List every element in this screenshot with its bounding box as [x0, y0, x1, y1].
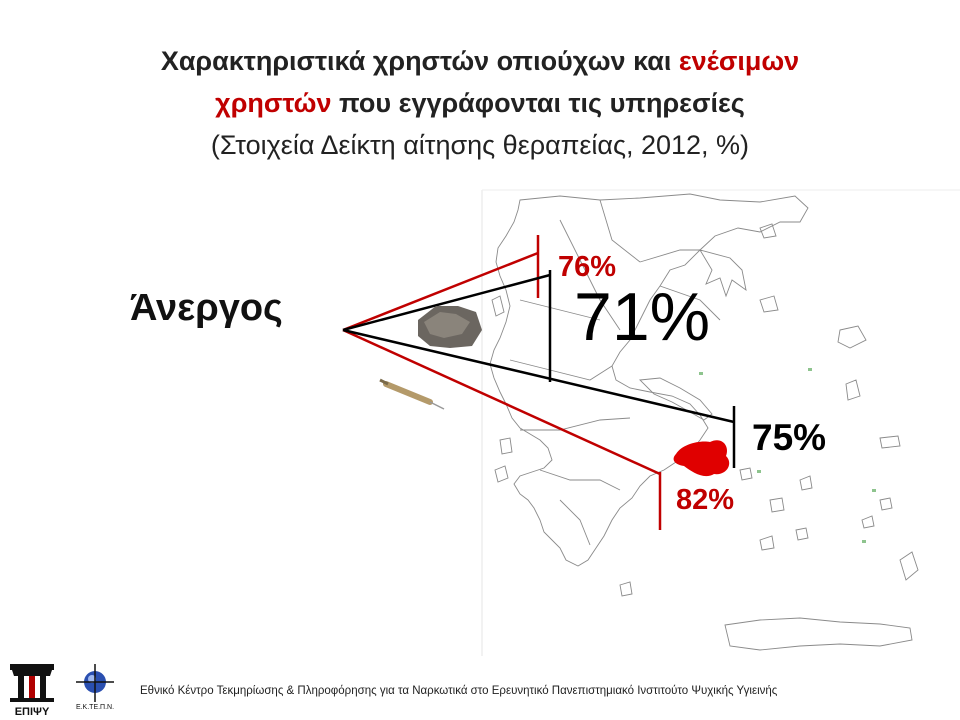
epipsy-logo: ΕΠΙΨΥ	[10, 664, 54, 718]
injecting-users-lines	[342, 235, 662, 530]
title-line-1-text: Χαρακτηριστικά χρηστών οπιούχων και	[160, 46, 679, 76]
title-line-2-highlight: χρηστών	[215, 88, 332, 118]
title-line-2: χρηστών που εγγράφονται τις υπηρεσίες	[0, 82, 960, 124]
greece-outline	[489, 193, 919, 651]
ektepn-logo: Ε.Κ.ΤΕ.Π.Ν.	[76, 664, 114, 711]
heroin-rock-icon	[418, 306, 482, 348]
value-all-greece: 71%	[574, 279, 711, 355]
value-injecting-athens: 76%	[558, 251, 617, 283]
all-users-lines	[342, 270, 736, 468]
ektepn-logo-text: Ε.Κ.ΤΕ.Π.Ν.	[76, 704, 114, 711]
title-subtitle: (Στοιχεία Δείκτη αίτησης θεραπείας, 2012…	[210, 130, 750, 160]
category-label-unemployed: Άνεργος	[130, 287, 283, 329]
slide-title: Χαρακτηριστικά χρηστών οπιούχων και ενέσ…	[0, 40, 960, 166]
title-line-1-highlight: ενέσιμων	[678, 46, 800, 76]
epipsy-logo-text: ΕΠΙΨΥ	[15, 706, 50, 718]
attica-region-highlight	[673, 440, 730, 477]
map-markers	[699, 368, 876, 543]
value-athens: 75%	[752, 417, 827, 458]
footer-text: Εθνικό Κέντρο Τεκμηρίωσης & Πληροφόρησης…	[140, 685, 778, 697]
title-line-2-text: που εγγράφονται τις υπηρεσίες	[331, 88, 745, 118]
title-line-1: Χαρακτηριστικά χρηστών οπιούχων και ενέσ…	[0, 40, 960, 82]
value-injecting-greece: 82%	[676, 484, 735, 516]
syringe-icon	[379, 378, 445, 410]
